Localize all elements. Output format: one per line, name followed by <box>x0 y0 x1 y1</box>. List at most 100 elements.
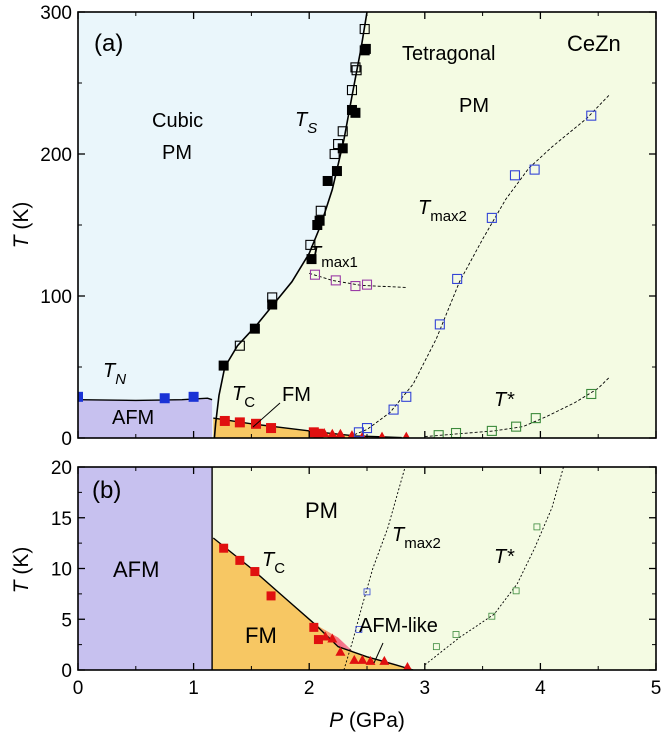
panel-a <box>78 12 656 438</box>
tmax2-point-0 <box>355 626 363 633</box>
t-point-3 <box>511 421 522 432</box>
ts-point-5 <box>314 215 325 226</box>
b-x-tick-label-1: 1 <box>188 678 199 699</box>
afm-like-point-6 <box>402 431 410 438</box>
tmax2-guide-line <box>349 94 611 438</box>
tmax1-label: Tmax1 <box>309 243 358 271</box>
tc-label-b: TC <box>262 549 285 577</box>
afm-like-point-5 <box>365 655 376 665</box>
ts-open-point-7 <box>346 85 358 96</box>
b-x-tick-label-2: 2 <box>304 678 315 699</box>
t-point-3 <box>512 587 520 595</box>
fm-pointer-line <box>252 402 281 428</box>
y-axis-title-a: T (K) <box>10 202 33 249</box>
t-point-2 <box>488 612 496 620</box>
ts-open-point-6 <box>337 126 348 137</box>
ts-point-2 <box>267 299 278 310</box>
ts-open-point-1 <box>267 292 278 303</box>
ts-point-12 <box>360 43 371 54</box>
tmax1-point-2 <box>350 281 361 292</box>
pm-label-b: PM <box>305 498 338 523</box>
t-point-4 <box>533 523 541 531</box>
tmax2-point-8 <box>529 164 540 175</box>
tc-point-5 <box>313 635 323 645</box>
tc-label-a: TC <box>232 383 255 411</box>
ts-open-point-9 <box>351 65 362 76</box>
tmax2-label-b: Tmax2 <box>392 524 441 552</box>
afm-like-point-5 <box>378 431 386 438</box>
ts-open-point-5 <box>333 139 344 150</box>
tn-boundary-line <box>78 397 213 402</box>
ts-point-6 <box>322 175 333 186</box>
t-point-2 <box>486 425 497 436</box>
b-x-tick-label-4: 4 <box>535 678 546 699</box>
cubic-pm-label: PM <box>162 142 192 164</box>
tmax2-point-3 <box>401 391 412 402</box>
x-axis-title: P (GPa) <box>329 709 405 732</box>
ts-point-1 <box>249 323 260 334</box>
panel-b-data-marks <box>219 523 541 670</box>
afm-like-point-0 <box>320 631 331 641</box>
panel-a-axis-ticks: 0 100 200 300 <box>40 3 657 450</box>
ts-open-point-3 <box>315 205 326 216</box>
b-y-tick-label-10: 10 <box>51 560 72 581</box>
afm-like-point-1 <box>327 633 338 643</box>
tc-point-3 <box>266 423 277 434</box>
tc-point-0 <box>219 543 229 553</box>
a-y-tick-label-0: 0 <box>61 429 72 450</box>
t-point-1 <box>452 631 460 638</box>
b-x-tick-label-0: 0 <box>73 678 84 699</box>
a-y-tick-label-200: 200 <box>40 145 72 166</box>
ts-label: TS <box>295 109 317 137</box>
fm-region-b <box>212 538 414 670</box>
fm-label-a: FM <box>282 384 311 406</box>
t-point-0 <box>433 430 444 438</box>
cubic-label: Cubic <box>152 110 203 132</box>
cubic-region <box>78 12 367 438</box>
tn-point-2 <box>188 391 199 402</box>
ts-point-7 <box>331 166 342 177</box>
tmax1-point-1 <box>330 275 341 286</box>
compound-label: CeZn <box>567 31 621 56</box>
fm-label-b: FM <box>245 623 277 648</box>
b-y-tick-label-15: 15 <box>51 509 72 530</box>
tc-point-3 <box>266 591 276 601</box>
b-y-tick-label-20: 20 <box>51 458 72 479</box>
tmax1-point-3 <box>361 279 373 290</box>
panel-a-data-marks <box>78 23 597 438</box>
tmax2-point-4 <box>434 319 445 330</box>
afm-like-pointer-line <box>373 642 384 664</box>
panel-b <box>78 467 656 670</box>
tmax2-point-1 <box>363 588 371 596</box>
tc-point-2 <box>250 567 260 577</box>
ts-point-10 <box>350 107 361 118</box>
tmax2-point-5 <box>452 273 463 285</box>
a-y-tick-label-300: 300 <box>40 3 72 24</box>
tetragonal-pm-label: PM <box>459 95 489 117</box>
afm-label-a: AFM <box>112 407 154 429</box>
afm-like-point-7 <box>402 661 412 670</box>
tmax2-label-a: Tmax2 <box>418 197 467 225</box>
tmax2-point-6 <box>486 212 497 223</box>
b-y-tick-label-0: 0 <box>61 661 72 682</box>
t-point-0 <box>432 643 440 651</box>
afm-like-point-4 <box>357 654 368 664</box>
tc-point-1 <box>234 417 245 428</box>
tn-label: TN <box>103 360 126 388</box>
tmax1-guide-line <box>309 272 408 288</box>
afm-like-point-3 <box>349 654 360 664</box>
y-axis-title-b: T (K) <box>10 547 33 594</box>
panel-a-label: (a) <box>94 30 123 57</box>
afm-like-point-2 <box>335 646 346 656</box>
a-y-tick-label-100: 100 <box>40 287 72 308</box>
tc-point-5 <box>313 428 324 438</box>
t-point-5 <box>586 388 597 400</box>
ts-open-point-2 <box>305 239 316 250</box>
tetragonal-label: Tetragonal <box>402 43 495 65</box>
panel-b-axis-ticks: 0 1 2 3 4 5 0 5 10 15 20 <box>51 458 661 699</box>
tc-point-0 <box>219 415 230 426</box>
t-star-label-a: T* <box>494 389 515 411</box>
tstar-guide-line-b <box>424 467 564 666</box>
ts-open-point-8 <box>350 62 361 73</box>
